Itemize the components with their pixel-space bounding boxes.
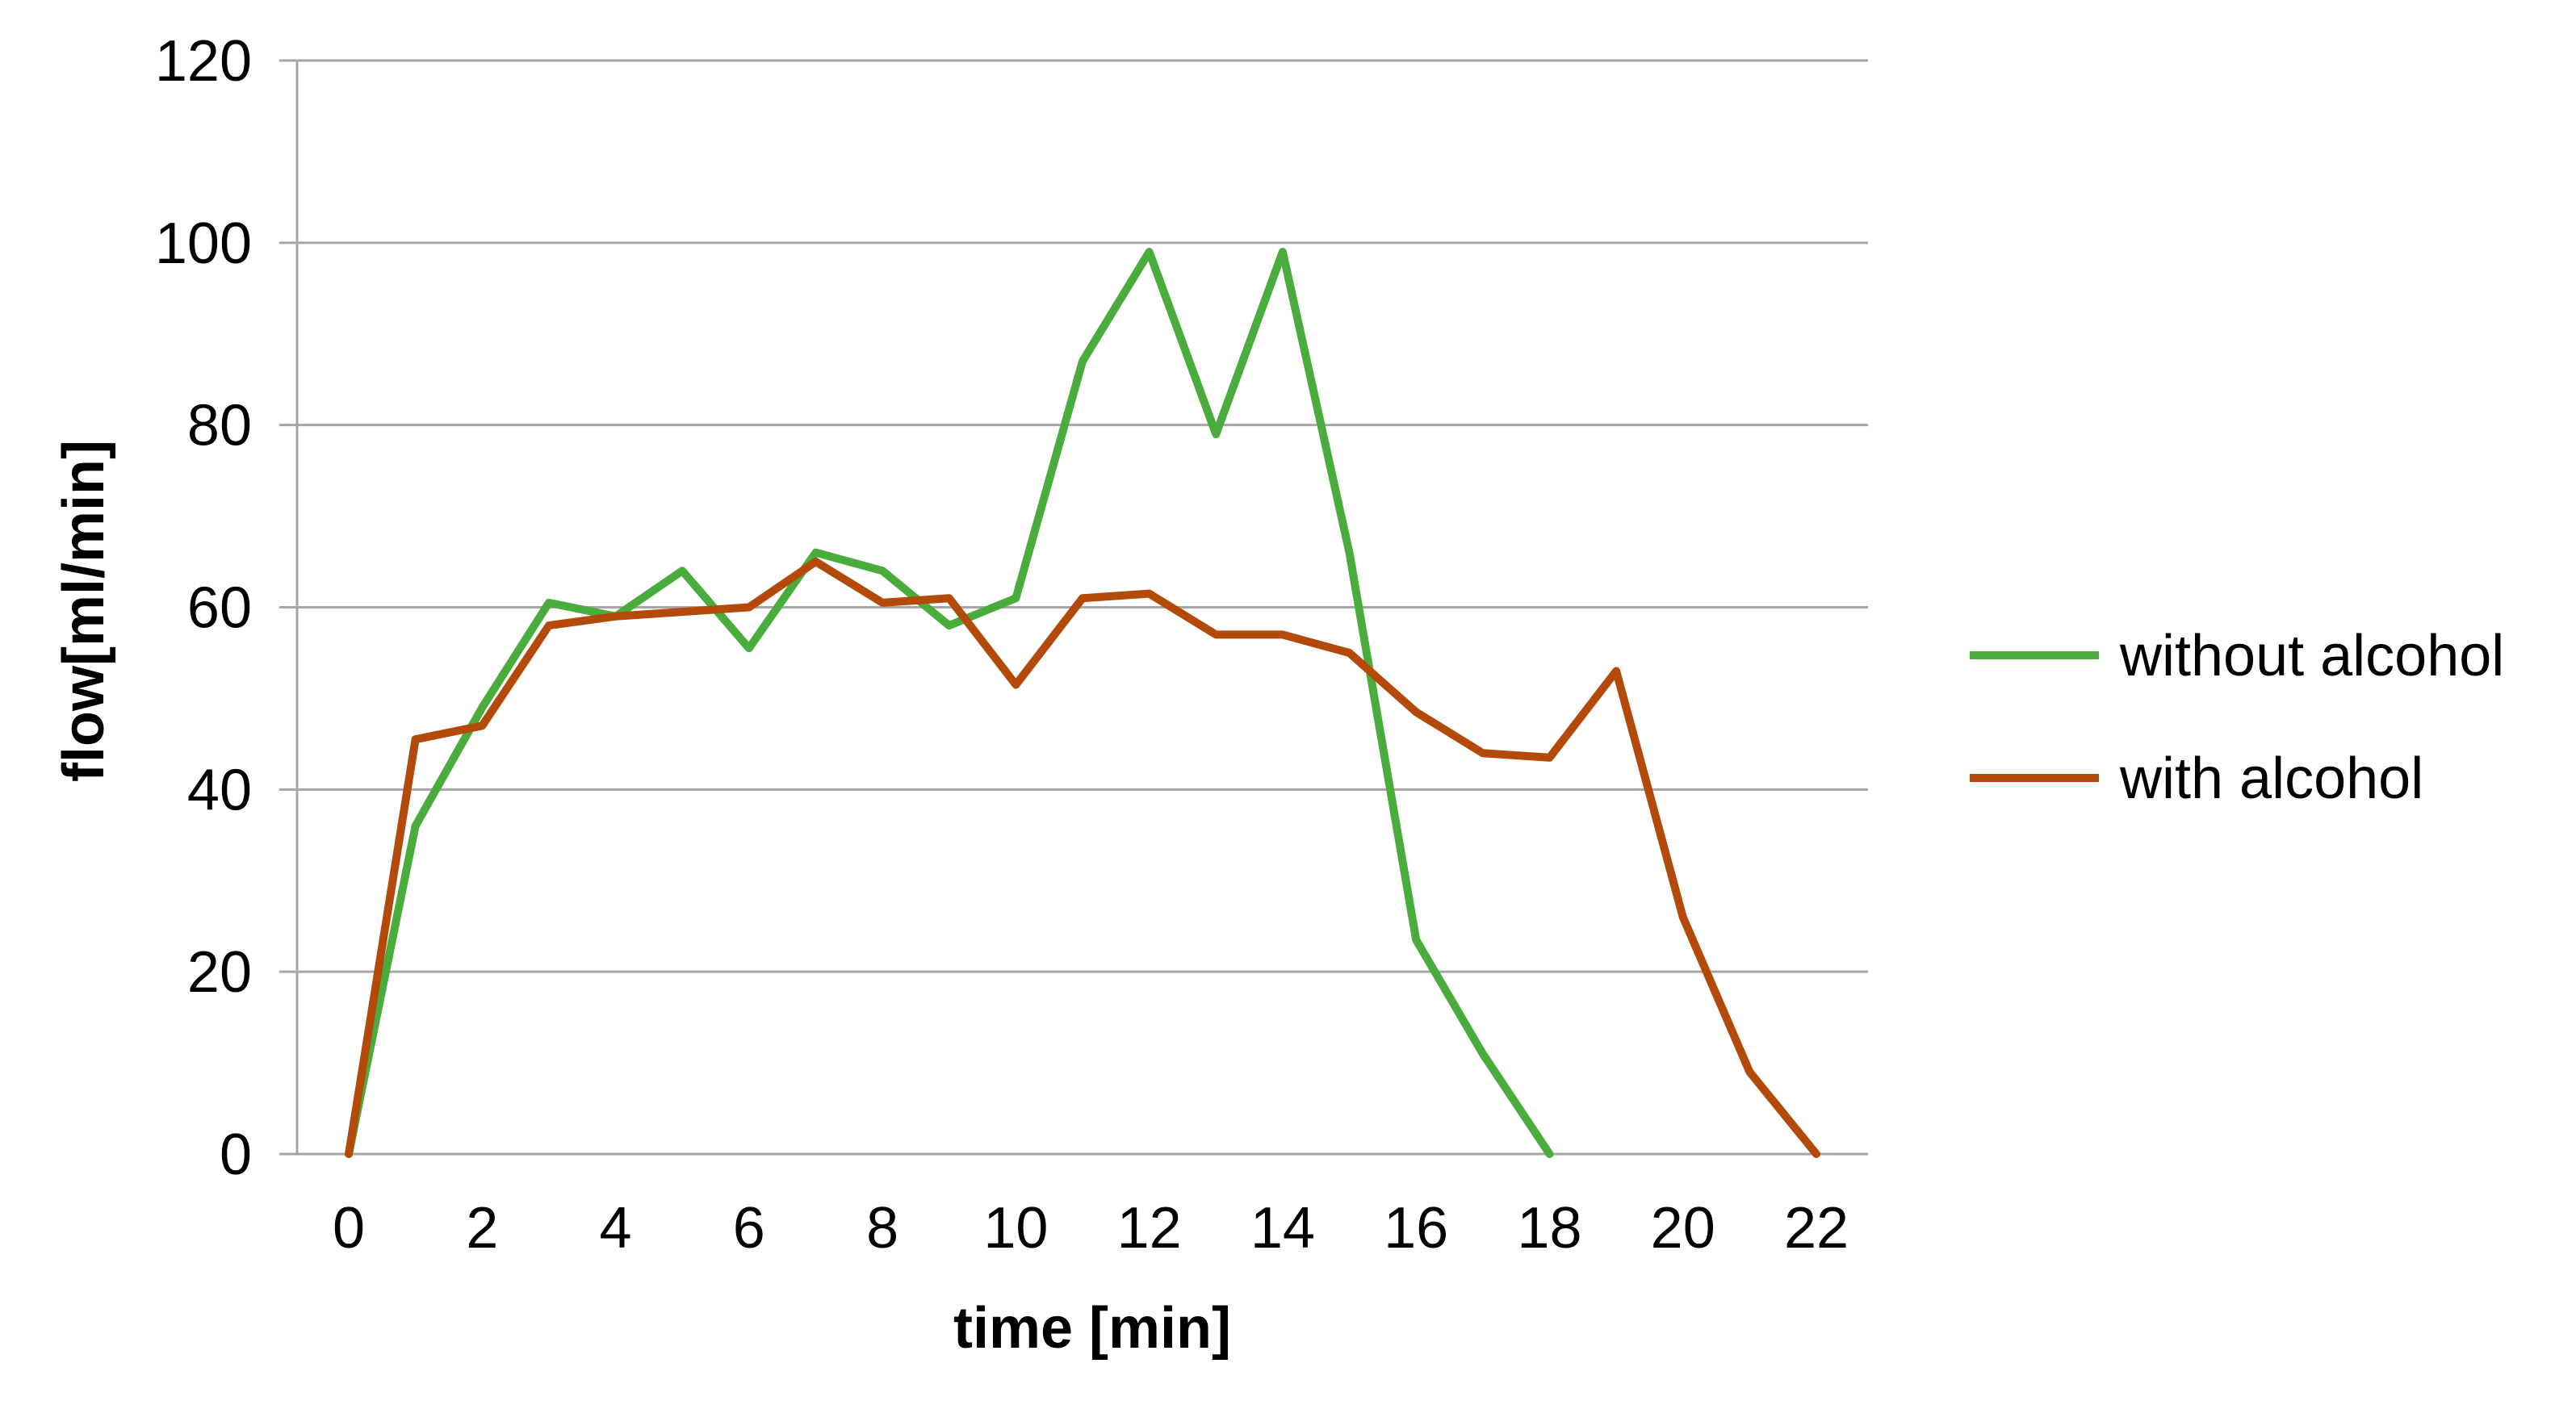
y-tick-label: 120: [155, 29, 252, 94]
y-tick-label: 100: [155, 211, 252, 276]
y-tick-label: 80: [187, 394, 252, 458]
tick-labels: 0 20 40 60 80 100 120 0 2 4 6 8 10 12 14 16 18 20 22: [155, 29, 1849, 1261]
y-tick-label: 60: [187, 576, 252, 641]
x-tick-label: 8: [866, 1196, 898, 1261]
x-tick-label: 10: [983, 1196, 1048, 1261]
x-tick-label: 2: [466, 1196, 498, 1261]
series-lines: [345, 248, 1820, 1158]
legend-label-without-alcohol: without alcohol: [2119, 624, 2504, 688]
x-tick-label: 6: [733, 1196, 765, 1261]
y-tick-label: 40: [187, 758, 252, 822]
x-tick-label: 0: [333, 1196, 365, 1261]
series-line-with-alcohol: [345, 558, 1820, 1158]
axes: [279, 59, 1868, 1156]
y-axis-title: flow[ml/min]: [52, 440, 116, 782]
series-line-without-alcohol: [345, 248, 1554, 1158]
x-tick-label: 22: [1784, 1196, 1849, 1261]
x-tick-label: 14: [1250, 1196, 1315, 1261]
x-tick-label: 20: [1651, 1196, 1715, 1261]
x-axis-title: time [min]: [953, 1296, 1231, 1361]
legend: without alcohol with alcohol: [1970, 624, 2504, 811]
y-tick-label: 0: [220, 1123, 252, 1187]
gridlines: [297, 59, 1868, 973]
y-tick-label: 20: [187, 940, 252, 1005]
x-tick-label: 12: [1117, 1196, 1182, 1261]
x-tick-label: 16: [1384, 1196, 1448, 1261]
x-tick-label: 4: [600, 1196, 632, 1261]
legend-label-with-alcohol: with alcohol: [2119, 746, 2423, 811]
x-tick-label: 18: [1517, 1196, 1581, 1261]
